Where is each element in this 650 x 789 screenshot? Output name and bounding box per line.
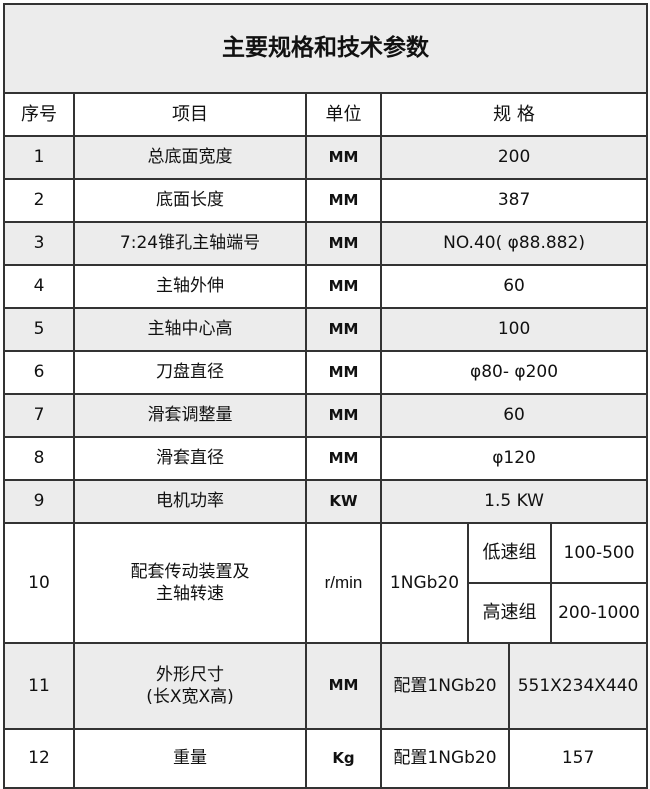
row-item: 7:24锥孔主轴端号 bbox=[73, 221, 307, 266]
row-spec: 200 bbox=[379, 135, 649, 180]
table-row: 2 底面长度 MM 387 bbox=[3, 178, 649, 223]
header-row: 序号 项目 单位 规 格 bbox=[3, 92, 649, 137]
row-spec: 1.5 KW bbox=[379, 479, 649, 524]
row-item: 总底面宽度 bbox=[73, 135, 307, 180]
row-unit: KW bbox=[305, 479, 382, 524]
row-config: 配置1NGb20 bbox=[380, 642, 510, 730]
high-speed-label: 高速组 bbox=[467, 582, 552, 644]
row-spec: φ120 bbox=[379, 436, 649, 481]
row-index: 4 bbox=[3, 264, 75, 309]
row-index: 2 bbox=[3, 178, 75, 223]
row-unit: r/min bbox=[305, 522, 382, 644]
row-item: 滑套直径 bbox=[73, 436, 307, 481]
row-index: 9 bbox=[3, 479, 75, 524]
header-spec: 规 格 bbox=[379, 92, 649, 137]
spec-table: 主要规格和技术参数 序号 项目 单位 规 格 1 总底面宽度 MM 200 2 底面长度 M… bbox=[2, 3, 649, 789]
row-unit: MM bbox=[305, 350, 382, 395]
row-spec: 387 bbox=[379, 178, 649, 223]
table-row: 6 刀盘直径 MM φ80- φ200 bbox=[3, 350, 649, 395]
item-line: 主轴转速 bbox=[156, 584, 224, 604]
row-item: 主轴中心高 bbox=[73, 307, 307, 352]
row-index: 12 bbox=[3, 728, 75, 789]
row-unit: MM bbox=[305, 178, 382, 223]
low-speed-value: 100-500 bbox=[549, 522, 649, 584]
row-spec: 60 bbox=[379, 264, 649, 309]
row-unit: MM bbox=[305, 221, 382, 266]
row-unit: MM bbox=[305, 642, 382, 730]
item-line: 外形尺寸 bbox=[156, 664, 224, 685]
item-line: (长X宽X高) bbox=[146, 687, 234, 707]
table-row: 12 重量 Kg 配置1NGb20 157 bbox=[3, 728, 649, 789]
row-item: 主轴外伸 bbox=[73, 264, 307, 309]
row-config: 配置1NGb20 bbox=[380, 728, 510, 789]
row-item: 外形尺寸 (长X宽X高) bbox=[73, 642, 307, 730]
row-index: 7 bbox=[3, 393, 75, 438]
row-model: 1NGb20 bbox=[380, 522, 469, 644]
row-index: 1 bbox=[3, 135, 75, 180]
table-row: 10 配套传动装置及 主轴转速 r/min 1NGb20 低速组 100-500 bbox=[3, 522, 649, 644]
table-row: 5 主轴中心高 MM 100 bbox=[3, 307, 649, 352]
header-unit: 单位 bbox=[305, 92, 382, 137]
row-value: 551X234X440 bbox=[507, 642, 649, 730]
header-index: 序号 bbox=[3, 92, 75, 137]
row-item: 刀盘直径 bbox=[73, 350, 307, 395]
table-row: 3 7:24锥孔主轴端号 MM NO.40( φ88.882) bbox=[3, 221, 649, 266]
row-unit: MM bbox=[305, 264, 382, 309]
row-spec: NO.40( φ88.882) bbox=[379, 221, 649, 266]
header-item: 项目 bbox=[73, 92, 307, 137]
row-unit: MM bbox=[305, 307, 382, 352]
table-row: 高速组 200-1000 bbox=[4, 582, 649, 644]
table-row: 1 总底面宽度 MM 200 bbox=[3, 135, 649, 180]
row-item: 滑套调整量 bbox=[73, 393, 307, 438]
row-value: 157 bbox=[507, 728, 649, 789]
table-row: 8 滑套直径 MM φ120 bbox=[3, 436, 649, 481]
row-unit: Kg bbox=[305, 728, 382, 789]
row-spec: 100 bbox=[379, 307, 649, 352]
high-speed-value: 200-1000 bbox=[549, 582, 649, 644]
row-spec: φ80- φ200 bbox=[379, 350, 649, 395]
row-item: 配套传动装置及 主轴转速 bbox=[73, 522, 307, 644]
row-spec: 60 bbox=[379, 393, 649, 438]
row-index: 10 bbox=[3, 522, 75, 644]
row-item: 底面长度 bbox=[73, 178, 307, 223]
low-speed-label: 低速组 bbox=[467, 522, 552, 584]
row-index: 11 bbox=[3, 642, 75, 730]
row-index: 3 bbox=[3, 221, 75, 266]
row-index: 6 bbox=[3, 350, 75, 395]
row-unit: MM bbox=[305, 135, 382, 180]
row-unit: MM bbox=[305, 393, 382, 438]
table-row: 9 电机功率 KW 1.5 KW bbox=[3, 479, 649, 524]
table-row: 7 滑套调整量 MM 60 bbox=[3, 393, 649, 438]
table-title: 主要规格和技术参数 bbox=[2, 3, 649, 94]
table-row: 4 主轴外伸 MM 60 bbox=[3, 264, 649, 309]
row-index: 5 bbox=[3, 307, 75, 352]
item-line: 配套传动装置及 bbox=[130, 561, 250, 582]
row-item: 重量 bbox=[73, 728, 307, 789]
row-index: 8 bbox=[3, 436, 75, 481]
row-unit: MM bbox=[305, 436, 382, 481]
row-item: 电机功率 bbox=[73, 479, 307, 524]
table-row: 11 外形尺寸 (长X宽X高) MM 配置1NGb20 551X234X440 bbox=[3, 642, 649, 730]
